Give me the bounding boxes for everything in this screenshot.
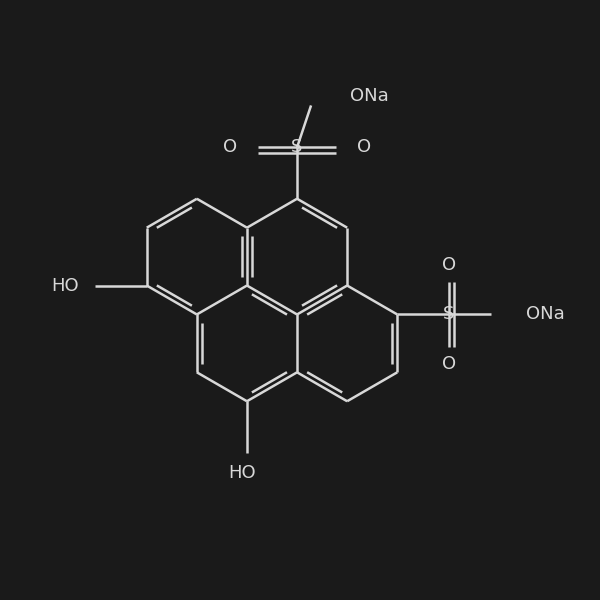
Text: HO: HO [51,277,79,295]
Text: ONa: ONa [350,87,389,105]
Text: O: O [357,139,371,157]
Text: O: O [442,355,455,373]
Text: ONa: ONa [526,305,565,323]
Text: S: S [292,139,303,157]
Text: S: S [443,305,454,323]
Text: O: O [223,139,238,157]
Text: O: O [442,256,455,274]
Text: HO: HO [229,464,256,482]
